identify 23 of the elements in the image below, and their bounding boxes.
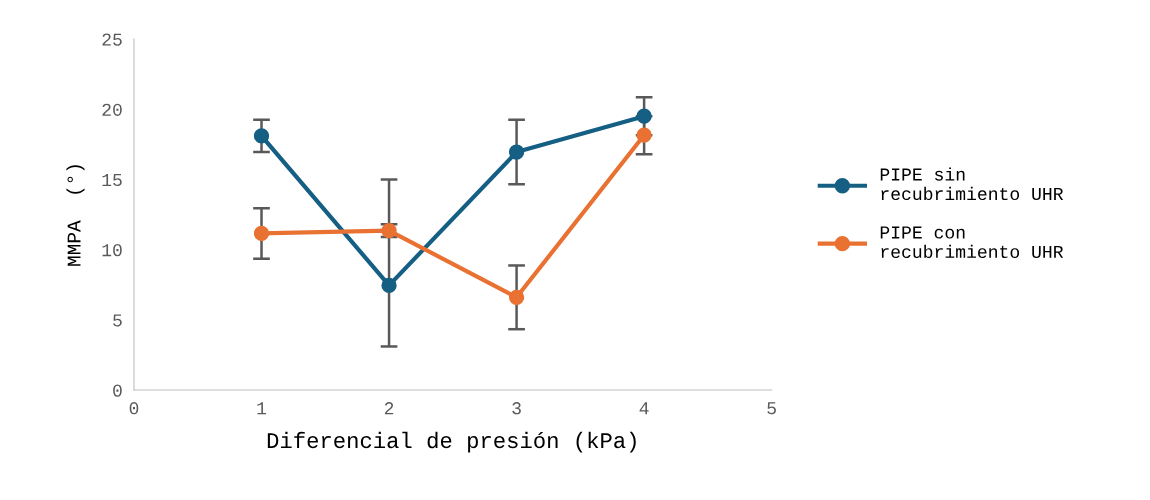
point bbox=[636, 127, 652, 143]
x-tick-label: 5 bbox=[767, 402, 776, 415]
y-tick-label: 15 bbox=[102, 174, 122, 187]
point bbox=[253, 128, 270, 144]
y-axis-title: MMPA (°) bbox=[66, 165, 85, 266]
legend-label: PIPE sin recubrimiento UHR bbox=[880, 167, 1064, 201]
point bbox=[381, 277, 397, 294]
x-tick-label: 1 bbox=[257, 402, 267, 415]
y-tick-label: 0 bbox=[113, 384, 122, 397]
x-tick-label: 2 bbox=[384, 402, 394, 415]
legend-label: PIPE con recubrimiento UHR bbox=[880, 226, 1064, 259]
y-tick-label: 25 bbox=[102, 33, 122, 46]
point bbox=[508, 144, 525, 160]
x-tick-label: 4 bbox=[639, 402, 649, 415]
point bbox=[508, 289, 525, 305]
x-tick-label: 3 bbox=[512, 402, 521, 415]
point bbox=[253, 225, 270, 242]
y-tick-label: 10 bbox=[102, 244, 122, 257]
x-axis-title: Diferencial de presión (kPa) bbox=[267, 431, 636, 453]
y-tick-label: 20 bbox=[102, 103, 122, 116]
point bbox=[636, 108, 652, 124]
y-tick-label: 5 bbox=[113, 314, 122, 327]
x-tick-label: 0 bbox=[129, 402, 139, 415]
